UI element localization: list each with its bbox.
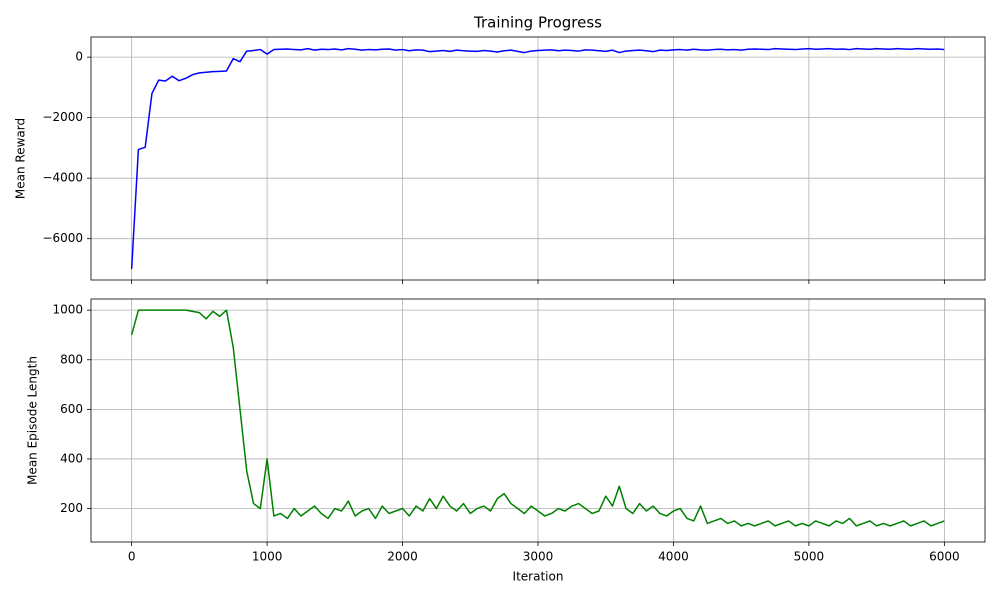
y-tick-label: −4000 xyxy=(42,171,83,185)
axes-frame xyxy=(90,298,986,543)
y-tick-label: 0 xyxy=(75,50,83,64)
y-tick-label: −2000 xyxy=(42,110,83,124)
y-tick-label: 800 xyxy=(60,352,83,366)
y-tick-label: 1000 xyxy=(52,303,83,317)
x-axis-label: Iteration xyxy=(513,570,564,584)
x-tick-label: 4000 xyxy=(658,550,689,564)
axes-frame xyxy=(90,36,986,281)
y-tick-label: −6000 xyxy=(42,231,83,245)
x-tick-label: 6000 xyxy=(929,550,960,564)
x-tick-label: 2000 xyxy=(387,550,418,564)
y-tick-label: 200 xyxy=(60,501,83,515)
data-line xyxy=(130,309,945,527)
y-tick-label: 600 xyxy=(60,402,83,416)
data-line xyxy=(130,47,945,269)
x-tick-label: 3000 xyxy=(523,550,554,564)
y-axis-label: Mean Episode Length xyxy=(26,356,40,485)
x-tick-label: 0 xyxy=(128,550,136,564)
x-tick-label: 5000 xyxy=(794,550,825,564)
x-tick-label: 1000 xyxy=(252,550,283,564)
y-tick-label: 400 xyxy=(60,451,83,465)
chart-title: Training Progress xyxy=(473,14,602,32)
y-axis-label: Mean Reward xyxy=(14,118,28,199)
